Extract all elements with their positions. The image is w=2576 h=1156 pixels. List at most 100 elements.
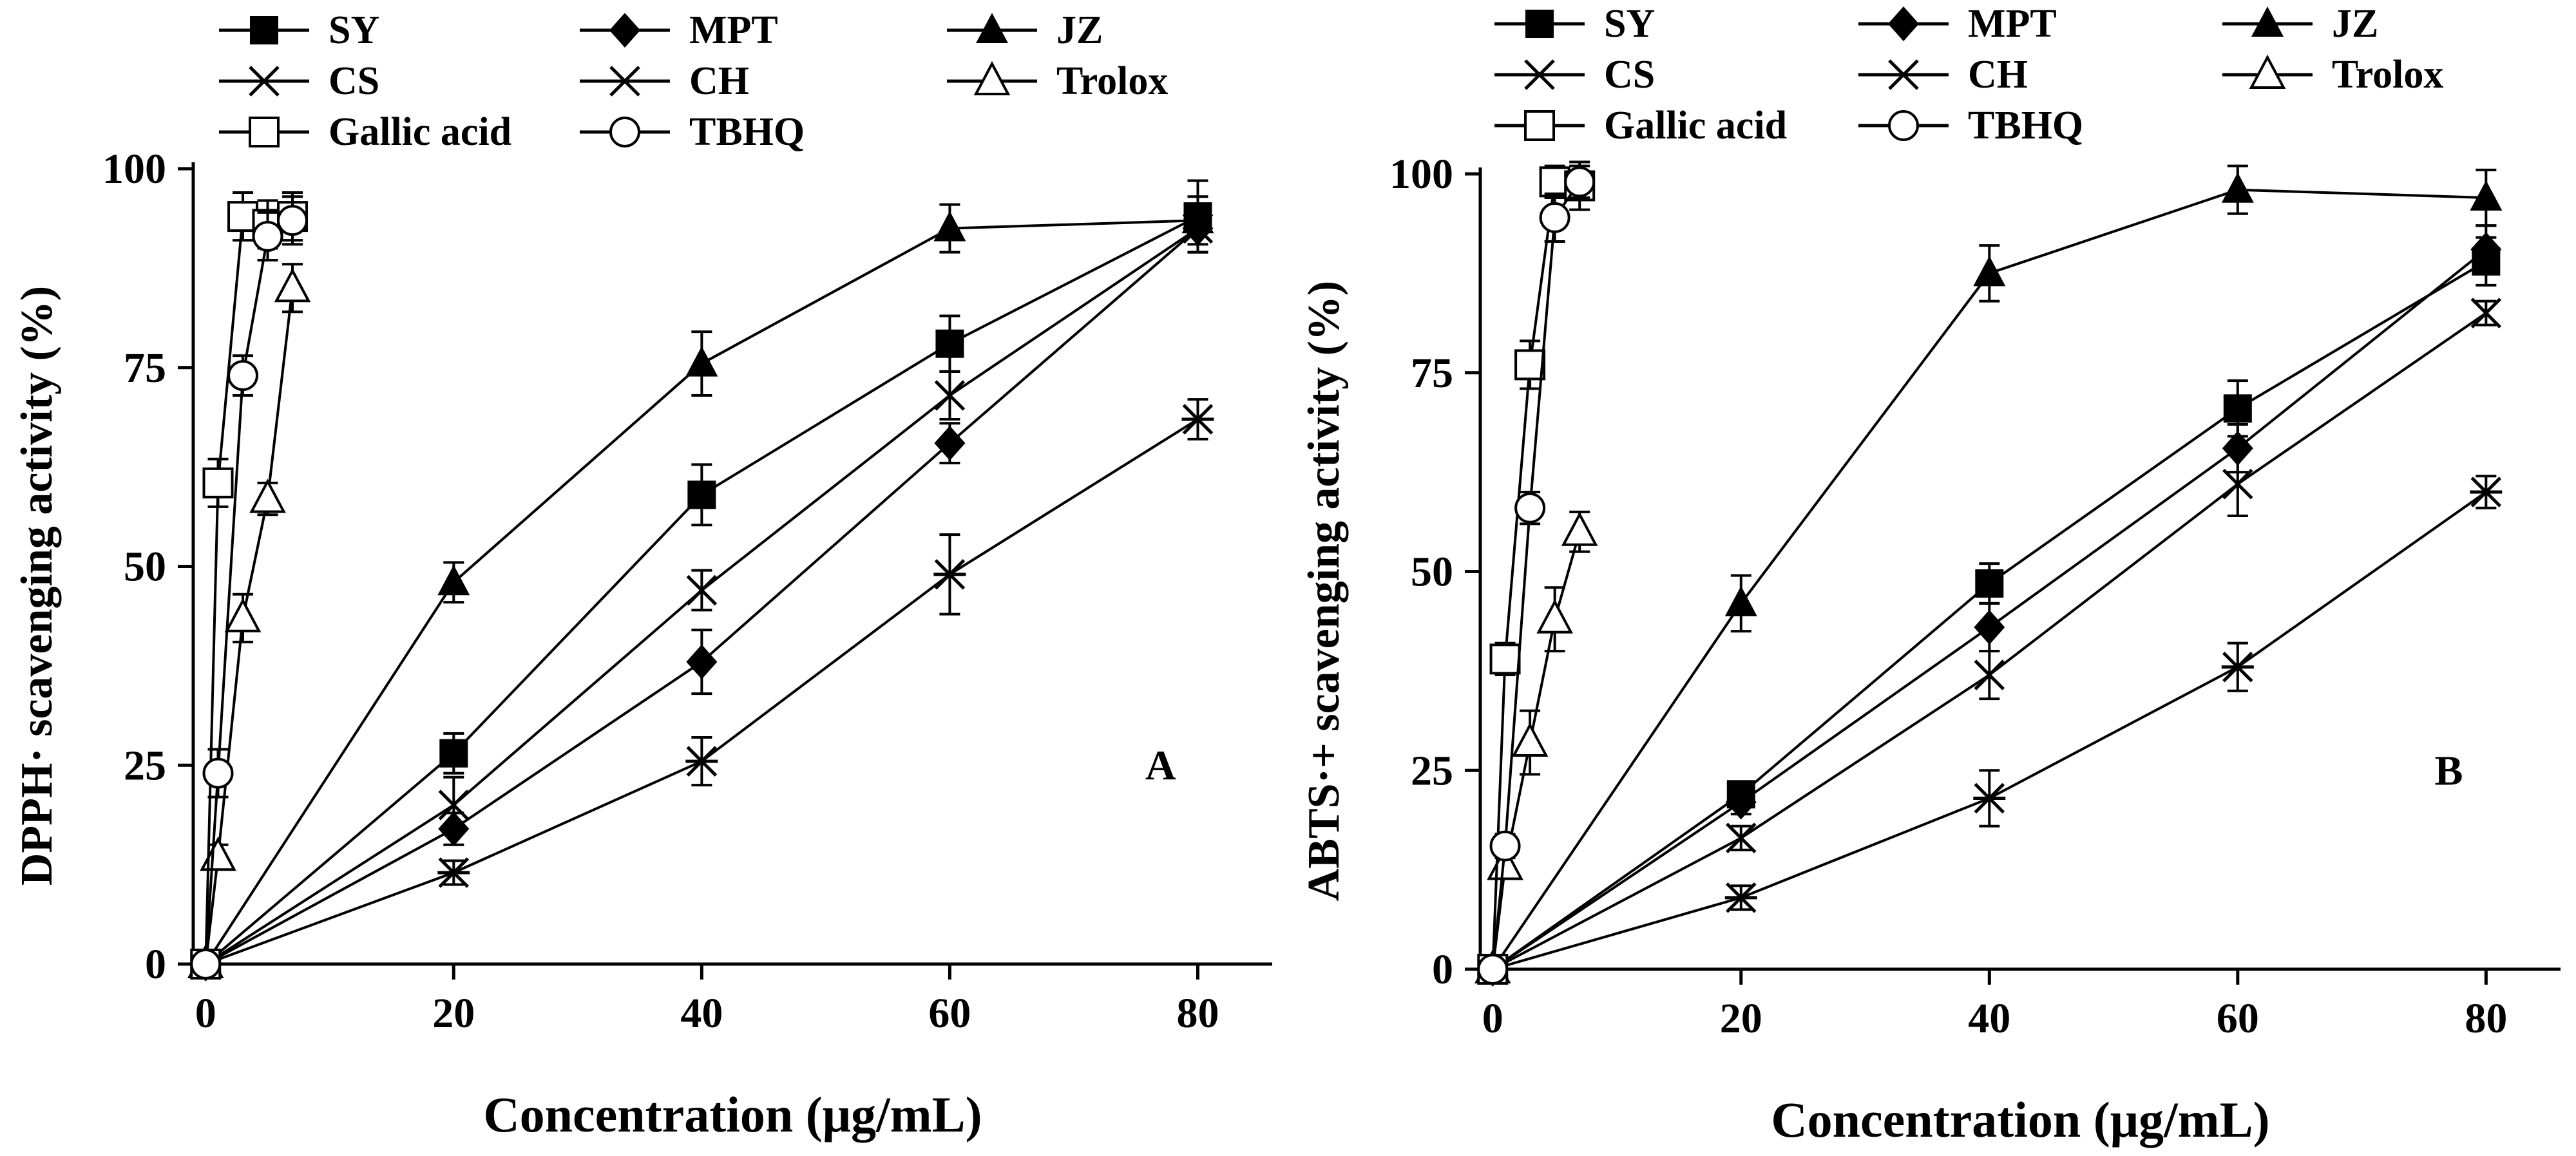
data-point: [686, 574, 718, 606]
data-point: [2470, 477, 2503, 507]
data-point: [935, 329, 964, 358]
data-point: [249, 479, 286, 513]
data-point: [1973, 256, 2006, 287]
legend-marker: [609, 66, 641, 97]
x-tick-label: 0: [1482, 995, 1503, 1042]
data-point: [439, 739, 468, 768]
data-point: [934, 426, 966, 461]
data-point: [1725, 784, 1757, 820]
data-point: [2223, 394, 2252, 423]
legend-item-trolox: Trolox: [2222, 53, 2443, 97]
data-point: [2470, 298, 2502, 328]
legend-item-jz: JZ: [2222, 2, 2378, 46]
y-tick-label: 100: [1389, 151, 1453, 198]
panel-label: A: [1145, 742, 1176, 789]
data-point: [200, 837, 236, 871]
data-point-stroke: [1974, 659, 2005, 690]
legend: SY MPT JZ CS CH Trolox Gallic acid TBHQ: [1494, 2, 2443, 147]
chart-panel-b: 0 25 50 75 100 0 20 40 60 80 Concentration (μg/mL)…: [1299, 2, 2561, 1148]
legend-item-mpt: MPT: [1858, 2, 2057, 46]
legend-marker: [609, 13, 640, 48]
data-point: [202, 757, 234, 789]
data-point: [1561, 511, 1598, 546]
data-point: [274, 267, 311, 303]
x-tick-label: 60: [928, 990, 971, 1037]
legend-marker: [250, 16, 278, 44]
legend-marker: [1888, 6, 1919, 41]
data-point: [1724, 882, 1757, 913]
x-tick-label: 20: [432, 990, 475, 1037]
data-point: [1564, 166, 1596, 198]
x-tick-label: 80: [1176, 990, 1219, 1037]
legend-marker: [2249, 54, 2286, 89]
legend-label: SY: [329, 8, 379, 52]
legend-item-jz: JZ: [947, 8, 1103, 52]
legend-marker: [1887, 59, 1920, 90]
y-tick-label: 75: [1411, 350, 1453, 397]
data-point: [2222, 431, 2253, 466]
legend-label: CS: [1604, 53, 1655, 97]
series-ch: [189, 398, 1214, 980]
legend-marker: [1888, 110, 1919, 141]
data-point: [1514, 492, 1546, 524]
legend-marker: [1525, 10, 1554, 38]
legend-label: Gallic acid: [1604, 104, 1787, 147]
legend-label: Trolox: [2332, 53, 2443, 97]
legend-marker: [973, 61, 1011, 95]
data-point: [685, 746, 718, 777]
y-tick-label: 100: [102, 146, 166, 193]
legend-item-sy: SY: [219, 8, 379, 52]
data-point: [277, 205, 309, 236]
panel-label: B: [2435, 747, 2463, 794]
series-gallic-acid: [1477, 160, 1596, 985]
legend-item-sy: SY: [1494, 2, 1655, 46]
data-point: [2470, 180, 2503, 211]
legend-item-mpt: MPT: [580, 8, 778, 52]
data-point: [1973, 782, 2006, 814]
data-point: [1724, 585, 1757, 616]
x-tick-label: 20: [1720, 995, 1762, 1042]
data-point: [190, 949, 222, 980]
legend-item-ch: CH: [1858, 53, 2028, 97]
data-point: [1182, 213, 1214, 244]
y-tick-label: 0: [1432, 946, 1453, 993]
data-point-stroke: [686, 574, 718, 606]
legend-item-cs: CS: [1494, 53, 1655, 97]
legend-marker: [2251, 6, 2284, 37]
x-axis-title: Concentration (μg/mL): [1771, 1092, 2269, 1148]
legend-marker: [1524, 110, 1555, 141]
legend-item-gallic-acid: Gallic acid: [1494, 104, 1787, 147]
data-point: [438, 790, 470, 820]
legend-item-ch: CH: [580, 59, 749, 103]
legend-marker: [1524, 59, 1555, 90]
legend-label: SY: [1604, 2, 1655, 46]
x-tick-label: 80: [2465, 995, 2507, 1042]
legend-marker: [249, 117, 280, 147]
data-point: [687, 480, 716, 509]
y-tick-label: 0: [145, 941, 166, 988]
data-point: [1539, 202, 1570, 233]
x-tick-label: 40: [1968, 995, 2010, 1042]
legend-marker: [976, 13, 1008, 43]
legend-item-gallic-acid: Gallic acid: [219, 110, 511, 154]
legend-label: MPT: [689, 8, 778, 52]
data-point: [2221, 651, 2254, 683]
data-point: [933, 559, 966, 590]
y-tick-label: 25: [1411, 747, 1453, 794]
data-point: [1975, 569, 2004, 598]
data-point: [686, 644, 718, 679]
legend-label: JZ: [1056, 8, 1103, 52]
chart-panel-a: 0 25 50 75 100 0 20 40 60 80 Concentration (μg/mL)…: [12, 8, 1272, 1142]
legend-label: JZ: [2332, 2, 2378, 46]
legend-label: CH: [1968, 53, 2028, 97]
legend-item-tbhq: TBHQ: [1858, 104, 2083, 147]
data-point-stroke: [934, 380, 966, 411]
y-tick-label: 50: [124, 544, 166, 591]
data-point: [934, 380, 966, 411]
legend-marker: [249, 66, 280, 97]
data-point: [1181, 404, 1214, 435]
data-point-stroke: [438, 790, 470, 820]
y-tick-label: 25: [124, 742, 166, 789]
x-tick-label: 0: [195, 990, 216, 1037]
